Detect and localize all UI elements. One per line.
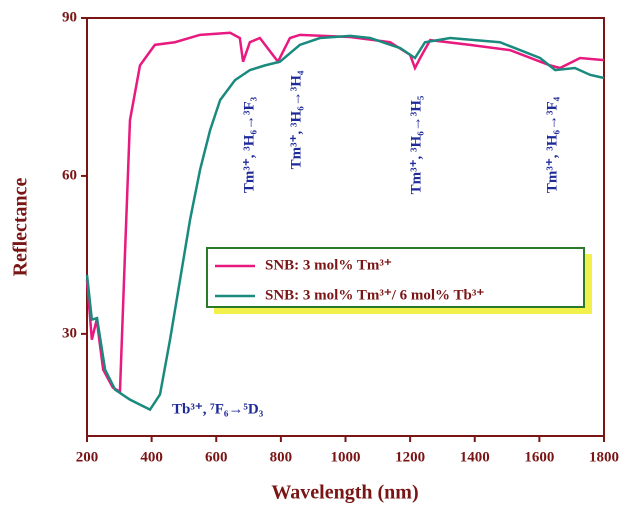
y-tick-label: 30 <box>62 325 77 341</box>
x-tick-label: 800 <box>270 449 293 465</box>
y-axis-label: Reflectance <box>10 177 32 276</box>
legend-label: SNB: 3 mol% Tm³⁺/ 6 mol% Tb³⁺ <box>265 287 484 303</box>
annotation: Tm³⁺, ³H₆→³F₄ <box>544 96 560 193</box>
series-line <box>85 31 605 394</box>
y-tick-label: 90 <box>62 9 77 25</box>
x-tick-label: 600 <box>205 449 228 465</box>
legend-box <box>206 247 585 308</box>
annotation: Tb³⁺, ⁷F₆→⁵D₃ <box>172 401 264 417</box>
annotation: Tm³⁺, ³H₆→³F₃ <box>241 96 257 193</box>
legend-label: SNB: 3 mol% Tm³⁺ <box>265 257 392 273</box>
x-tick-label: 1200 <box>395 449 425 465</box>
series-line <box>85 34 605 412</box>
x-tick-label: 1000 <box>331 449 361 465</box>
x-tick-label: 200 <box>76 449 99 465</box>
x-tick-label: 1400 <box>460 449 490 465</box>
y-tick-label: 60 <box>62 167 77 183</box>
annotation: Tm³⁺, ³H₆→³H₄ <box>288 70 304 169</box>
x-axis-label: Wavelength (nm) <box>271 482 418 504</box>
x-tick-label: 1800 <box>589 449 619 465</box>
x-tick-label: 400 <box>140 449 163 465</box>
x-tick-label: 1600 <box>524 449 554 465</box>
annotation: Tm³⁺, ³H₆→³H₅ <box>408 95 424 194</box>
